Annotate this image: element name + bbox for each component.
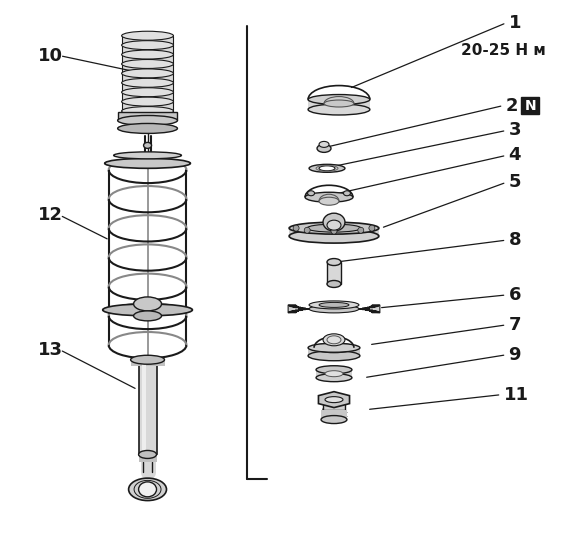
Ellipse shape xyxy=(327,258,341,266)
Text: 11: 11 xyxy=(503,386,528,404)
Circle shape xyxy=(293,225,299,231)
Polygon shape xyxy=(319,392,349,408)
Ellipse shape xyxy=(309,305,359,313)
Bar xyxy=(521,97,540,114)
Circle shape xyxy=(304,227,310,233)
Ellipse shape xyxy=(309,164,345,172)
Circle shape xyxy=(331,228,337,234)
Ellipse shape xyxy=(118,123,177,134)
Ellipse shape xyxy=(122,88,173,97)
Ellipse shape xyxy=(307,224,361,232)
Bar xyxy=(122,73,173,83)
Text: 3: 3 xyxy=(508,122,521,140)
Text: 8: 8 xyxy=(508,231,521,249)
Ellipse shape xyxy=(319,197,339,205)
Ellipse shape xyxy=(319,141,329,147)
Ellipse shape xyxy=(308,351,360,361)
Text: 1: 1 xyxy=(508,14,521,32)
Ellipse shape xyxy=(122,41,173,50)
Ellipse shape xyxy=(133,311,161,321)
Text: 12: 12 xyxy=(38,206,63,224)
Text: 5: 5 xyxy=(508,173,521,191)
Ellipse shape xyxy=(122,50,173,59)
Ellipse shape xyxy=(139,450,157,459)
Ellipse shape xyxy=(307,191,315,196)
Bar xyxy=(122,92,173,102)
Bar xyxy=(141,363,145,454)
Ellipse shape xyxy=(128,478,166,500)
Ellipse shape xyxy=(327,220,341,230)
Ellipse shape xyxy=(122,31,173,40)
Bar xyxy=(289,228,379,237)
Ellipse shape xyxy=(323,213,345,231)
Bar xyxy=(316,370,352,378)
Bar xyxy=(122,45,173,54)
Ellipse shape xyxy=(323,334,345,346)
Ellipse shape xyxy=(317,145,331,152)
Bar xyxy=(122,83,173,92)
Ellipse shape xyxy=(139,482,157,497)
Bar xyxy=(131,360,165,366)
Ellipse shape xyxy=(114,152,181,159)
Ellipse shape xyxy=(316,366,352,373)
Bar xyxy=(122,111,173,120)
Ellipse shape xyxy=(319,302,349,307)
Ellipse shape xyxy=(133,297,161,311)
Ellipse shape xyxy=(316,373,352,382)
Circle shape xyxy=(369,225,375,231)
Ellipse shape xyxy=(122,97,173,106)
Text: 7: 7 xyxy=(508,316,521,334)
Bar xyxy=(327,262,341,284)
Ellipse shape xyxy=(131,355,165,364)
Circle shape xyxy=(358,227,364,233)
Text: N: N xyxy=(525,98,536,113)
Text: 13: 13 xyxy=(38,341,63,359)
Text: 20-25 Н м: 20-25 Н м xyxy=(461,43,545,58)
Ellipse shape xyxy=(105,158,190,168)
Bar xyxy=(122,54,173,64)
Ellipse shape xyxy=(144,142,152,149)
Bar xyxy=(139,454,157,463)
Ellipse shape xyxy=(321,416,347,424)
Text: 4: 4 xyxy=(508,146,521,164)
Text: 2: 2 xyxy=(507,96,525,114)
Ellipse shape xyxy=(308,104,370,115)
Bar xyxy=(139,363,157,454)
Bar xyxy=(308,100,370,112)
Ellipse shape xyxy=(314,343,354,353)
Ellipse shape xyxy=(327,280,341,288)
Ellipse shape xyxy=(344,191,350,196)
Ellipse shape xyxy=(118,116,177,125)
Bar xyxy=(323,400,345,410)
Bar xyxy=(118,113,177,120)
Ellipse shape xyxy=(323,405,345,414)
Bar xyxy=(122,36,173,45)
Ellipse shape xyxy=(289,229,379,243)
Ellipse shape xyxy=(327,336,341,344)
Ellipse shape xyxy=(324,100,354,107)
Polygon shape xyxy=(288,305,380,313)
Ellipse shape xyxy=(308,95,370,104)
Ellipse shape xyxy=(308,343,360,352)
Ellipse shape xyxy=(122,69,173,78)
Bar xyxy=(122,102,173,111)
Ellipse shape xyxy=(309,301,359,309)
Ellipse shape xyxy=(122,59,173,68)
Ellipse shape xyxy=(122,78,173,87)
Bar xyxy=(321,410,347,420)
Ellipse shape xyxy=(319,166,335,171)
Ellipse shape xyxy=(289,222,379,234)
Ellipse shape xyxy=(122,107,173,116)
Ellipse shape xyxy=(325,371,343,377)
Text: 6: 6 xyxy=(508,286,521,304)
Ellipse shape xyxy=(325,397,343,403)
Text: 9: 9 xyxy=(508,346,521,364)
Ellipse shape xyxy=(305,192,353,202)
Ellipse shape xyxy=(103,304,193,316)
Bar xyxy=(308,348,360,358)
Text: 10: 10 xyxy=(38,47,63,65)
Bar xyxy=(122,64,173,73)
